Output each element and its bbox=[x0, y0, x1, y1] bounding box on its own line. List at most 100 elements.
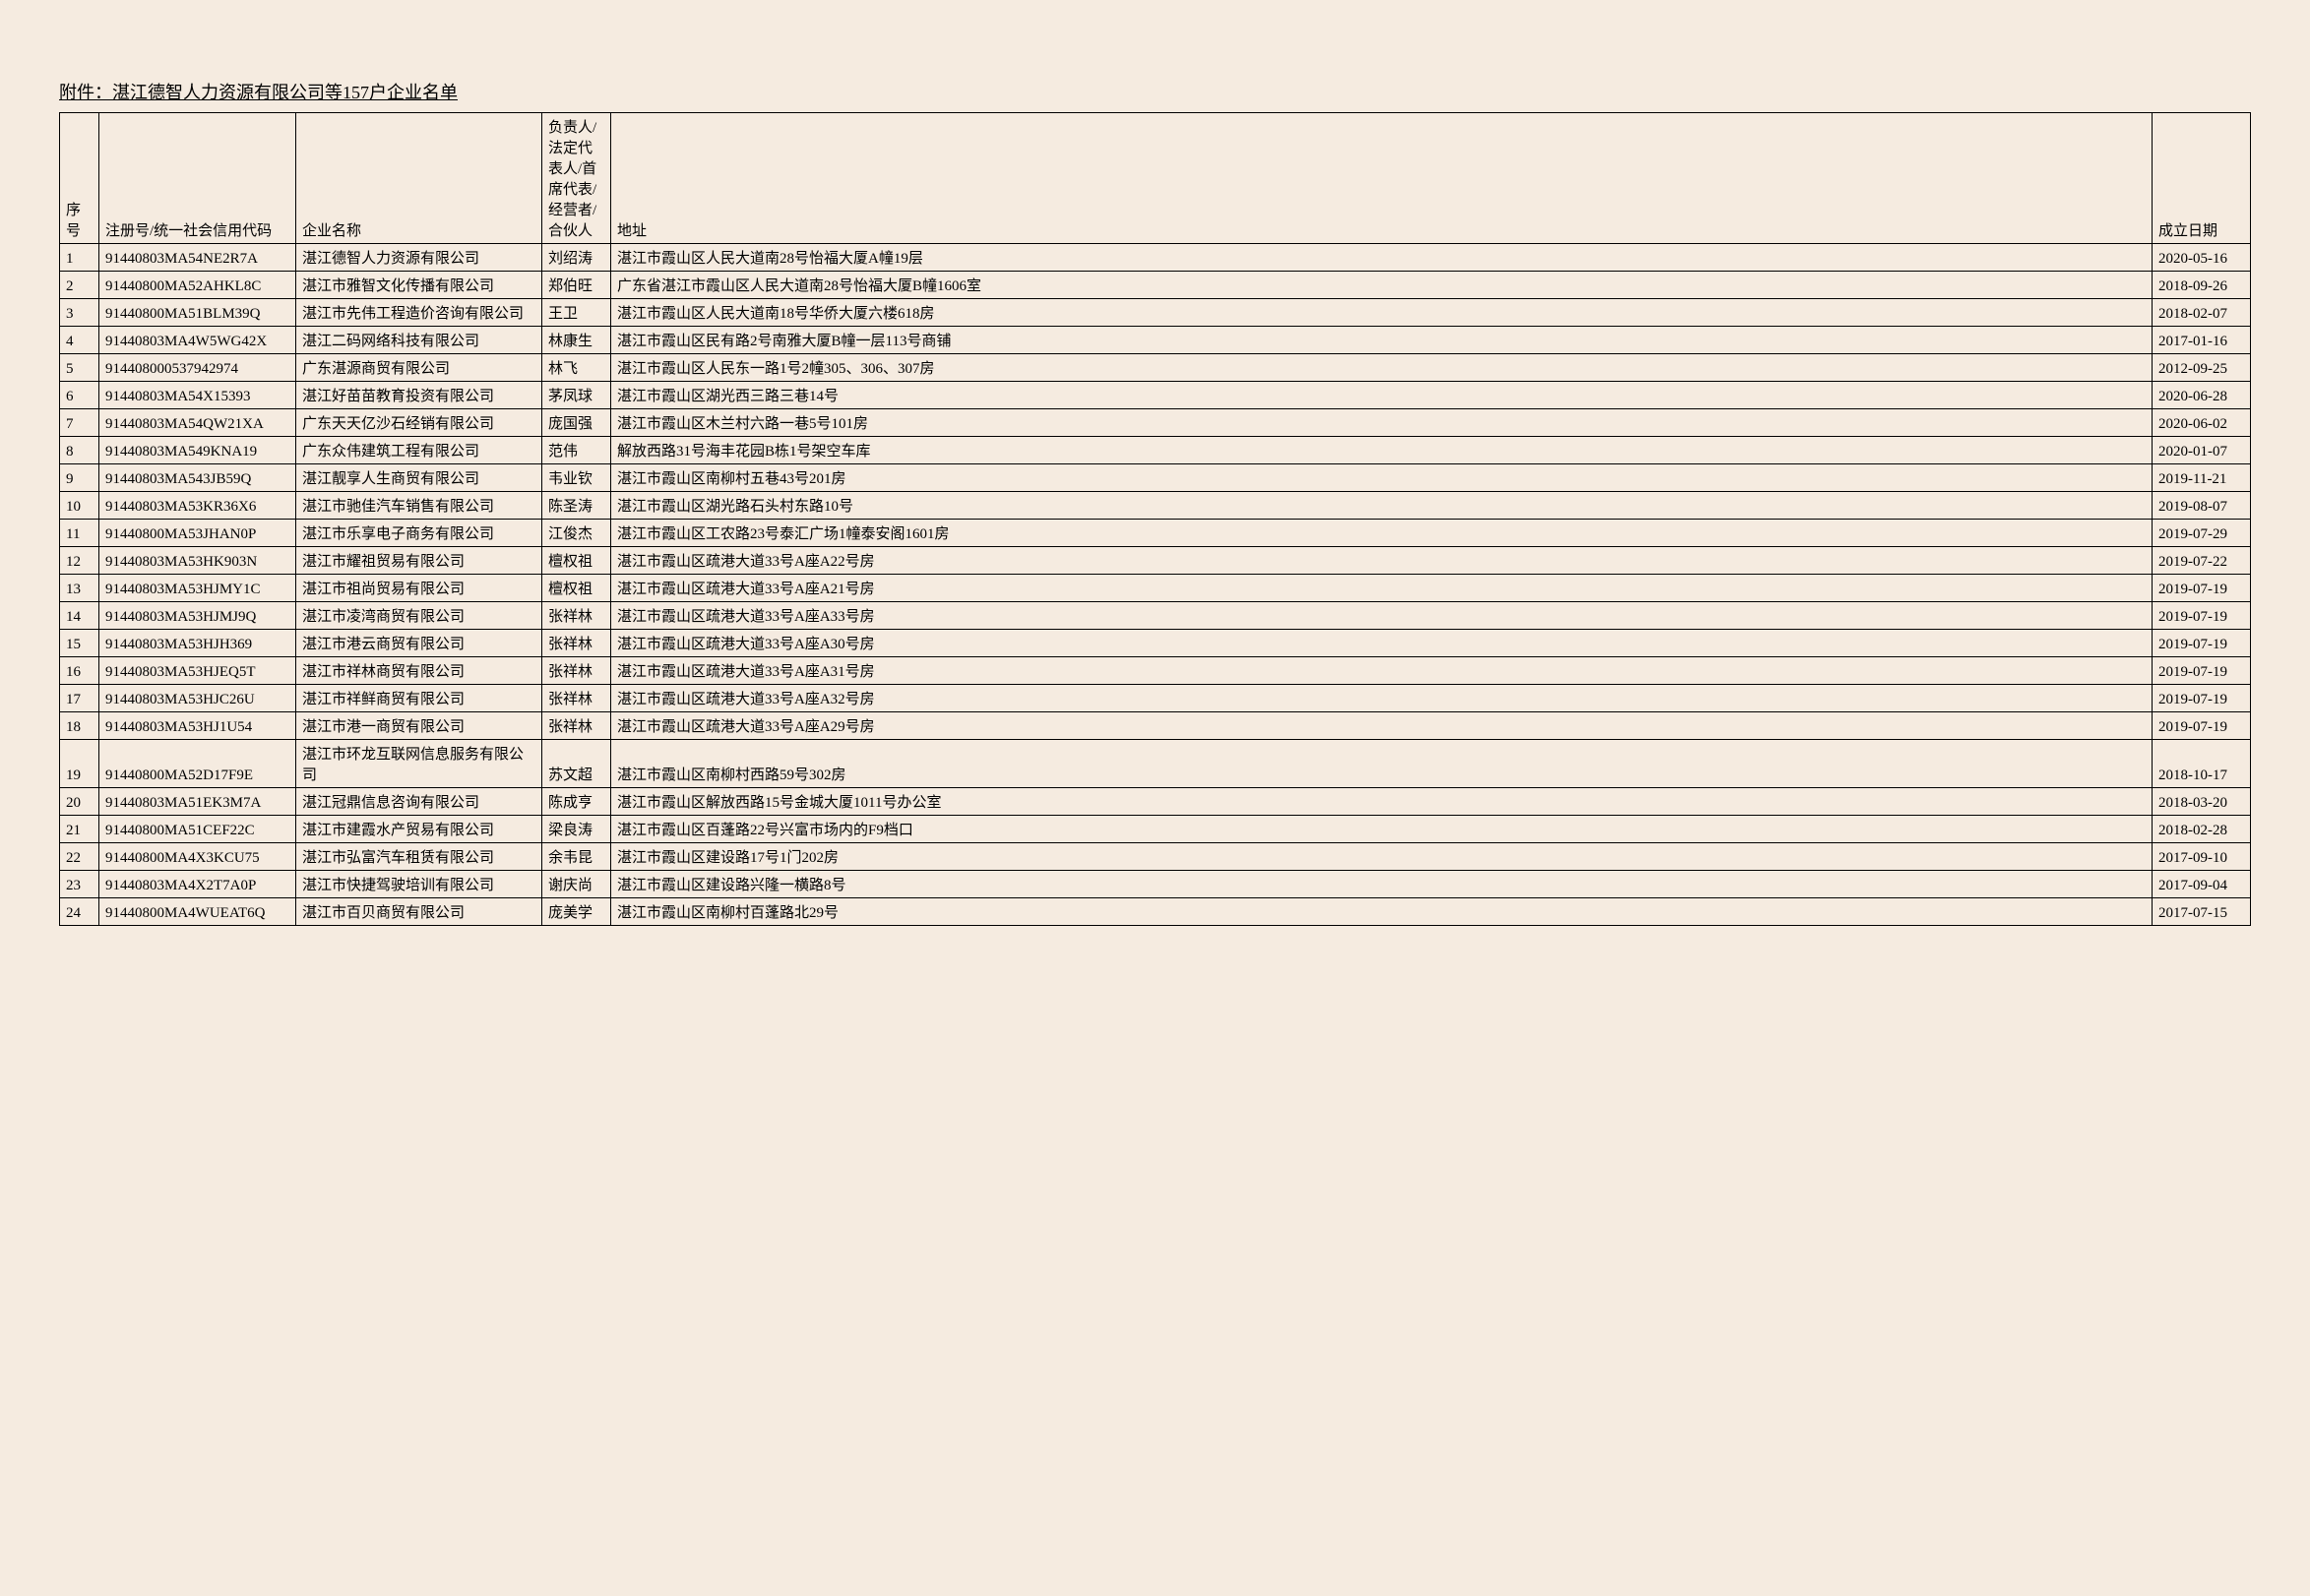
cell-company-name: 湛江市弘富汽车租赁有限公司 bbox=[296, 843, 542, 871]
cell-person: 苏文超 bbox=[542, 740, 611, 788]
cell-address: 湛江市霞山区工农路23号泰汇广场1幢泰安阁1601房 bbox=[611, 520, 2153, 547]
cell-address: 湛江市霞山区南柳村西路59号302房 bbox=[611, 740, 2153, 788]
cell-address: 湛江市霞山区木兰村六路一巷5号101房 bbox=[611, 409, 2153, 437]
header-reg-no: 注册号/统一社会信用代码 bbox=[99, 113, 296, 244]
cell-seq: 24 bbox=[60, 898, 99, 926]
cell-seq: 10 bbox=[60, 492, 99, 520]
table-row: 791440803MA54QW21XA广东天天亿沙石经销有限公司庞国强湛江市霞山… bbox=[60, 409, 2251, 437]
cell-reg-no: 91440803MA549KNA19 bbox=[99, 437, 296, 464]
cell-seq: 14 bbox=[60, 602, 99, 630]
table-row: 1891440803MA53HJ1U54湛江市港一商贸有限公司张祥林湛江市霞山区… bbox=[60, 712, 2251, 740]
cell-reg-no: 91440800MA51BLM39Q bbox=[99, 299, 296, 327]
cell-seq: 18 bbox=[60, 712, 99, 740]
cell-reg-no: 91440800MA51CEF22C bbox=[99, 816, 296, 843]
cell-reg-no: 91440803MA53HJMY1C bbox=[99, 575, 296, 602]
table-row: 2391440803MA4X2T7A0P湛江市快捷驾驶培训有限公司谢庆尚湛江市霞… bbox=[60, 871, 2251, 898]
cell-seq: 4 bbox=[60, 327, 99, 354]
cell-company-name: 湛江二码网络科技有限公司 bbox=[296, 327, 542, 354]
cell-address: 湛江市霞山区建设路17号1门202房 bbox=[611, 843, 2153, 871]
cell-address: 湛江市霞山区疏港大道33号A座A31号房 bbox=[611, 657, 2153, 685]
cell-company-name: 湛江靓享人生商贸有限公司 bbox=[296, 464, 542, 492]
cell-reg-no: 91440803MA4X2T7A0P bbox=[99, 871, 296, 898]
table-row: 491440803MA4W5WG42X湛江二码网络科技有限公司林康生湛江市霞山区… bbox=[60, 327, 2251, 354]
cell-reg-no: 91440803MA53HJC26U bbox=[99, 685, 296, 712]
cell-company-name: 湛江市港云商贸有限公司 bbox=[296, 630, 542, 657]
cell-date: 2018-02-28 bbox=[2153, 816, 2251, 843]
cell-reg-no: 91440800MA52AHKL8C bbox=[99, 272, 296, 299]
cell-seq: 21 bbox=[60, 816, 99, 843]
cell-address: 湛江市霞山区百蓬路22号兴富市场内的F9档口 bbox=[611, 816, 2153, 843]
cell-date: 2019-07-19 bbox=[2153, 575, 2251, 602]
cell-date: 2017-01-16 bbox=[2153, 327, 2251, 354]
company-table: 序号 注册号/统一社会信用代码 企业名称 负责人/法定代表人/首席代表/经营者/… bbox=[59, 112, 2251, 926]
cell-date: 2018-02-07 bbox=[2153, 299, 2251, 327]
cell-company-name: 湛江市凌湾商贸有限公司 bbox=[296, 602, 542, 630]
cell-date: 2017-07-15 bbox=[2153, 898, 2251, 926]
cell-company-name: 湛江市祖尚贸易有限公司 bbox=[296, 575, 542, 602]
table-row: 191440803MA54NE2R7A湛江德智人力资源有限公司刘绍涛湛江市霞山区… bbox=[60, 244, 2251, 272]
cell-company-name: 湛江市建霞水产贸易有限公司 bbox=[296, 816, 542, 843]
cell-date: 2018-10-17 bbox=[2153, 740, 2251, 788]
cell-date: 2019-07-19 bbox=[2153, 712, 2251, 740]
cell-seq: 11 bbox=[60, 520, 99, 547]
table-header-row: 序号 注册号/统一社会信用代码 企业名称 负责人/法定代表人/首席代表/经营者/… bbox=[60, 113, 2251, 244]
cell-address: 湛江市霞山区疏港大道33号A座A21号房 bbox=[611, 575, 2153, 602]
cell-seq: 15 bbox=[60, 630, 99, 657]
cell-company-name: 湛江市祥鲜商贸有限公司 bbox=[296, 685, 542, 712]
cell-date: 2012-09-25 bbox=[2153, 354, 2251, 382]
cell-reg-no: 91440803MA51EK3M7A bbox=[99, 788, 296, 816]
cell-person: 余韦昆 bbox=[542, 843, 611, 871]
table-body: 191440803MA54NE2R7A湛江德智人力资源有限公司刘绍涛湛江市霞山区… bbox=[60, 244, 2251, 926]
table-row: 2291440800MA4X3KCU75湛江市弘富汽车租赁有限公司余韦昆湛江市霞… bbox=[60, 843, 2251, 871]
cell-date: 2019-07-19 bbox=[2153, 657, 2251, 685]
cell-seq: 6 bbox=[60, 382, 99, 409]
cell-seq: 1 bbox=[60, 244, 99, 272]
cell-date: 2019-07-19 bbox=[2153, 602, 2251, 630]
table-row: 1591440803MA53HJH369湛江市港云商贸有限公司张祥林湛江市霞山区… bbox=[60, 630, 2251, 657]
cell-reg-no: 91440800MA52D17F9E bbox=[99, 740, 296, 788]
header-date: 成立日期 bbox=[2153, 113, 2251, 244]
cell-company-name: 湛江市环龙互联网信息服务有限公司 bbox=[296, 740, 542, 788]
cell-person: 张祥林 bbox=[542, 712, 611, 740]
cell-address: 湛江市霞山区建设路兴隆一横路8号 bbox=[611, 871, 2153, 898]
header-company-name: 企业名称 bbox=[296, 113, 542, 244]
cell-reg-no: 91440803MA54X15393 bbox=[99, 382, 296, 409]
cell-company-name: 湛江市快捷驾驶培训有限公司 bbox=[296, 871, 542, 898]
cell-seq: 3 bbox=[60, 299, 99, 327]
cell-reg-no: 91440803MA543JB59Q bbox=[99, 464, 296, 492]
table-row: 1991440800MA52D17F9E湛江市环龙互联网信息服务有限公司苏文超湛… bbox=[60, 740, 2251, 788]
cell-date: 2020-05-16 bbox=[2153, 244, 2251, 272]
cell-address: 湛江市霞山区民有路2号南雅大厦B幢一层113号商铺 bbox=[611, 327, 2153, 354]
document-title: 附件：湛江德智人力资源有限公司等157户企业名单 bbox=[59, 79, 2251, 104]
cell-date: 2019-07-22 bbox=[2153, 547, 2251, 575]
cell-person: 梁良涛 bbox=[542, 816, 611, 843]
table-row: 1291440803MA53HK903N湛江市耀祖贸易有限公司檀权祖湛江市霞山区… bbox=[60, 547, 2251, 575]
cell-address: 湛江市霞山区南柳村百蓬路北29号 bbox=[611, 898, 2153, 926]
cell-seq: 2 bbox=[60, 272, 99, 299]
cell-address: 湛江市霞山区疏港大道33号A座A33号房 bbox=[611, 602, 2153, 630]
cell-address: 湛江市霞山区人民东一路1号2幢305、306、307房 bbox=[611, 354, 2153, 382]
table-row: 1191440800MA53JHAN0P湛江市乐享电子商务有限公司江俊杰湛江市霞… bbox=[60, 520, 2251, 547]
cell-address: 湛江市霞山区湖光路石头村东路10号 bbox=[611, 492, 2153, 520]
cell-company-name: 湛江市乐享电子商务有限公司 bbox=[296, 520, 542, 547]
table-row: 391440800MA51BLM39Q湛江市先伟工程造价咨询有限公司王卫湛江市霞… bbox=[60, 299, 2251, 327]
cell-date: 2018-03-20 bbox=[2153, 788, 2251, 816]
cell-person: 江俊杰 bbox=[542, 520, 611, 547]
header-seq: 序号 bbox=[60, 113, 99, 244]
cell-date: 2019-07-19 bbox=[2153, 630, 2251, 657]
cell-reg-no: 91440803MA4W5WG42X bbox=[99, 327, 296, 354]
cell-person: 刘绍涛 bbox=[542, 244, 611, 272]
table-row: 1791440803MA53HJC26U湛江市祥鲜商贸有限公司张祥林湛江市霞山区… bbox=[60, 685, 2251, 712]
table-row: 1391440803MA53HJMY1C湛江市祖尚贸易有限公司檀权祖湛江市霞山区… bbox=[60, 575, 2251, 602]
cell-reg-no: 91440803MA53HJH369 bbox=[99, 630, 296, 657]
cell-date: 2020-01-07 bbox=[2153, 437, 2251, 464]
table-row: 1091440803MA53KR36X6湛江市驰佳汽车销售有限公司陈圣涛湛江市霞… bbox=[60, 492, 2251, 520]
table-row: 2491440800MA4WUEAT6Q湛江市百贝商贸有限公司庞美学湛江市霞山区… bbox=[60, 898, 2251, 926]
cell-company-name: 湛江市百贝商贸有限公司 bbox=[296, 898, 542, 926]
cell-address: 湛江市霞山区疏港大道33号A座A32号房 bbox=[611, 685, 2153, 712]
cell-person: 张祥林 bbox=[542, 602, 611, 630]
cell-seq: 19 bbox=[60, 740, 99, 788]
cell-date: 2019-07-29 bbox=[2153, 520, 2251, 547]
cell-company-name: 湛江市祥林商贸有限公司 bbox=[296, 657, 542, 685]
cell-company-name: 湛江市港一商贸有限公司 bbox=[296, 712, 542, 740]
